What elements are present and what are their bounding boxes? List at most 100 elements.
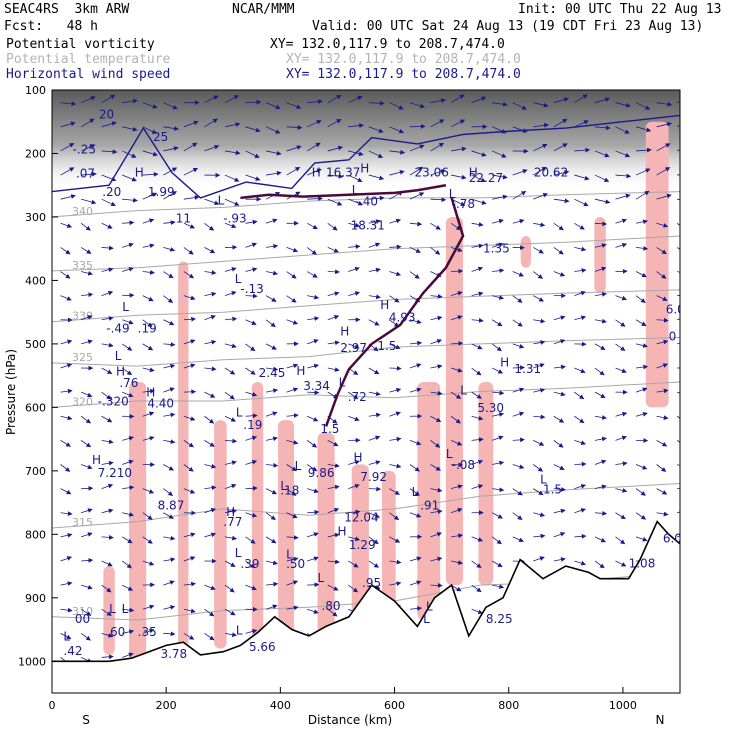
wind-vector [122,391,134,398]
wind-vector [245,629,258,634]
wind-vector [656,363,669,369]
wind-vector [615,218,628,224]
wind-vector [368,367,380,375]
wind-vector [183,389,197,395]
wind-vector [389,169,405,176]
wind-vector [656,121,672,128]
wind-vector [512,102,527,110]
wind-vector [204,339,217,345]
pv-annotation: 2.45 [259,366,286,380]
wind-vector [656,222,669,228]
wind-vector [80,464,93,470]
wind-vector [266,243,279,249]
wind-vector [286,439,299,445]
wind-vector [368,391,381,396]
wind-vector [348,244,361,250]
wind-vector [204,608,215,617]
pv-annotation: 1.08 [629,556,656,570]
wind-vector [163,191,177,200]
init-time: Init: 00 UTC Thu 22 Aug 13 [518,2,722,17]
wind-vector [615,295,627,301]
pv-annotation: -.40 [355,195,378,209]
wind-vector [471,415,484,421]
wind-vector [101,608,112,616]
wind-vector [60,556,73,562]
wind-vector [677,342,680,345]
wind-vector [224,509,237,514]
pv-shaded-region [478,381,494,586]
wind-vector [101,632,114,638]
wind-vector [286,464,297,472]
wind-vector [204,144,220,152]
wind-vector [122,436,134,441]
wind-vector [60,388,73,394]
wind-vector [553,391,566,397]
wind-vector [306,247,317,255]
wind-vector [430,197,447,203]
wind-vector [409,488,420,496]
wind-vector [389,536,401,543]
wind-vector [306,440,318,448]
pv-annotation: 20.62 [534,165,568,179]
wind-vector [594,484,607,490]
wind-vector [183,488,196,494]
pv-annotation: 9.86 [308,466,335,480]
y-tick-label: 900 [25,592,46,605]
wind-vector [512,271,524,277]
wind-vector [306,271,318,278]
wind-vector [533,340,546,345]
wind-vector [327,198,343,206]
wind-vector [451,462,464,468]
wind-vector [677,101,680,104]
pv-annotation: L [426,599,433,613]
wind-vector [594,560,605,569]
wind-vector [656,143,671,152]
wind-vector [265,343,277,350]
wind-vector [307,196,323,202]
pv-annotation: 3.34 [303,379,330,393]
wind-vector [615,343,626,351]
wind-vector [266,170,282,176]
wind-vector [265,218,278,224]
wind-vector [286,556,299,562]
wind-vector [307,168,322,176]
wind-vector [512,512,523,520]
wind-vector [327,291,340,297]
wind-vector [327,145,344,152]
wind-vector [430,583,443,588]
wind-vector [492,295,505,300]
wind-vector [60,247,71,255]
pv-annotation: .60 [106,625,125,639]
wind-vector [430,532,442,538]
wind-vector [80,247,92,254]
wind-vector [80,144,96,152]
pv-annotation: 5.30 [477,401,504,415]
wind-vector [451,533,464,539]
wind-vector [450,367,463,373]
wind-vector [327,559,340,565]
wind-vector [265,560,278,566]
wind-vector [307,532,319,538]
wind-vector [409,512,422,518]
wind-vector [286,271,297,279]
wind-vector [676,149,680,152]
wind-vector [183,608,196,614]
wind-vector [492,460,505,466]
pv-annotation: 8.87 [158,499,185,513]
wind-vector [121,367,133,376]
wind-vector [533,192,549,200]
pv-annotation: 1.5 [320,422,339,436]
y-tick-label: 500 [25,338,46,351]
wind-vector [101,460,114,466]
wind-vector [636,147,652,153]
pv-annotation: H [92,453,101,467]
wind-vector [574,391,585,400]
wind-vector [101,245,114,251]
wind-vector [656,167,671,176]
pv-annotation: 1.5 [543,483,562,497]
wind-vector [594,292,607,297]
wind-vector [183,142,198,152]
wind-vector [533,143,548,152]
pv-annotation: L [109,602,116,616]
wind-vector [471,96,487,104]
